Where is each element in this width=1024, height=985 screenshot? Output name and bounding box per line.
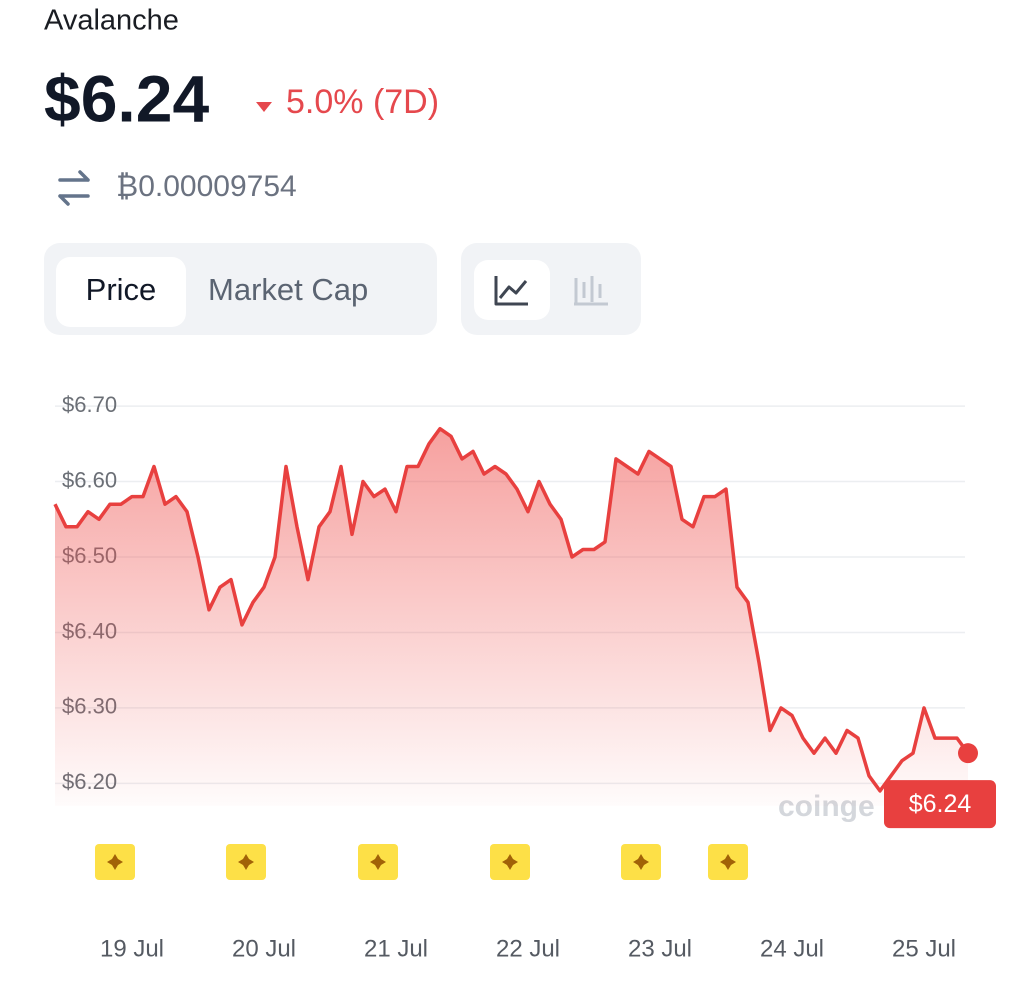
event-markers: [95, 844, 748, 880]
price: $6.24: [44, 61, 209, 135]
x-tick-label: 20 Jul: [232, 935, 296, 962]
last-point: [958, 743, 978, 764]
tab-price[interactable]: Price: [86, 272, 157, 307]
x-tick-label: 23 Jul: [628, 935, 692, 962]
btc-price: ₿0.00009754: [116, 170, 297, 203]
swap-icon: [58, 170, 90, 206]
tab-market-cap[interactable]: Market Cap: [208, 272, 368, 307]
down-arrow: [256, 102, 272, 112]
x-tick-label: 21 Jul: [364, 935, 428, 962]
x-tick-label: 24 Jul: [760, 935, 824, 962]
line: [53, 426, 970, 793]
y-tick-label: $6.60: [62, 467, 117, 492]
coin-name: Avalanche: [44, 5, 179, 37]
x-tick-label: 25 Jul: [892, 935, 956, 962]
price-change: 5.0% (7D): [286, 83, 439, 121]
x-tick-label: 22 Jul: [496, 935, 560, 962]
y-tick-label: $6.70: [62, 392, 117, 417]
candle-chart-icon[interactable]: [574, 276, 608, 306]
x-tick-label: 19 Jul: [100, 935, 164, 962]
area: [55, 428, 968, 806]
end-label: $6.24: [909, 790, 972, 818]
line-chart-icon: [494, 276, 528, 306]
tab-active[interactable]: [56, 257, 186, 327]
end-label-box: [884, 780, 996, 829]
